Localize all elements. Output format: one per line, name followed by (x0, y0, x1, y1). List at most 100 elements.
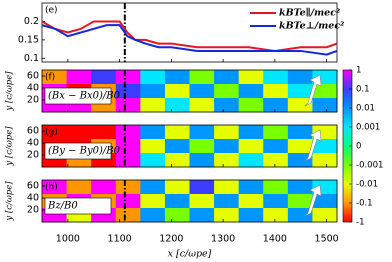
colorbar-tick-label: -0.001 (356, 161, 383, 171)
heat-cell (287, 125, 313, 140)
y-axis-label: y [c/ωpe] (5, 126, 15, 167)
heat-cell (66, 70, 92, 85)
panel-frame (41, 179, 338, 223)
y-tick-label: 0.1 (24, 53, 39, 64)
heat-cell (189, 70, 215, 85)
x-tick-label: 1100 (108, 234, 132, 245)
heat-cell (238, 70, 264, 85)
heat-cell (189, 84, 215, 99)
panel-frame (41, 2, 338, 63)
heat-cell (287, 70, 313, 85)
heat-cell (140, 153, 166, 168)
y-tick-label: 40 (27, 138, 39, 149)
heat-cell (164, 208, 190, 223)
x-tick-label: 1200 (159, 234, 183, 245)
heat-cell (42, 125, 68, 140)
heat-cell (189, 153, 215, 168)
x-tick-label: 1000 (56, 234, 80, 245)
heat-cell (287, 98, 313, 113)
colorbar-tick-label: 1 (356, 66, 361, 76)
y-tick-label: 60 (27, 71, 39, 82)
heat-cell (115, 98, 141, 113)
heat-cell (115, 208, 141, 223)
heat-cell (189, 98, 215, 113)
line-series (41, 24, 338, 56)
heat-cell (287, 180, 313, 195)
y-tick-label: 20 (27, 205, 39, 216)
x-tick-label: 1300 (211, 234, 235, 245)
heat-cell (287, 194, 313, 209)
heat-cell (238, 125, 264, 140)
heat-cell (214, 153, 240, 168)
colorbar-tick-label: -0.01 (356, 180, 378, 190)
heat-cell (238, 139, 264, 154)
heat-cell (263, 139, 289, 154)
heat-cell (238, 208, 264, 223)
heat-cell (189, 125, 215, 140)
direction-arrow (304, 74, 322, 107)
heat-cell (140, 139, 166, 154)
panel-label: (By − By0)/B0 (48, 146, 121, 157)
heat-cell (91, 180, 117, 195)
heat-cell (214, 98, 240, 113)
x-axis-label: x [c/ωpe] (168, 249, 212, 260)
heat-cell (115, 194, 141, 209)
heat-cell (214, 139, 240, 154)
colorbar-tick-label: 0.01 (356, 104, 375, 114)
label-box (44, 142, 112, 160)
colorbar-tick-label: -0.1 (356, 199, 373, 209)
colorbar-tick-label: 0.1 (356, 85, 370, 95)
heat-cell (312, 208, 338, 223)
y-tick-label: 20 (27, 95, 39, 106)
heat-cell (164, 98, 190, 113)
heat-cell (189, 194, 215, 209)
heat-cell (164, 139, 190, 154)
heat-cell (164, 125, 190, 140)
heat-cell (214, 70, 240, 85)
heat-cell (263, 98, 289, 113)
colorbar-tick-label: 0 (356, 142, 361, 152)
heat-cell (312, 98, 338, 113)
heat-cell (164, 153, 190, 168)
panel-label: (Bx − Bx0)/B0 (48, 91, 121, 102)
heat-cell (91, 125, 117, 140)
heat-cell (263, 153, 289, 168)
heat-cell (189, 180, 215, 195)
heat-cell (115, 180, 141, 195)
y-tick-label: 60 (27, 181, 39, 192)
heat-cell (263, 84, 289, 99)
heat-cell (312, 139, 338, 154)
heat-cell (287, 208, 313, 223)
heat-cell (263, 194, 289, 209)
heat-cell (312, 84, 338, 99)
heat-cell (238, 153, 264, 168)
heat-cell (42, 70, 68, 85)
heat-cell (287, 153, 313, 168)
colorbar-tick-label: -1 (356, 218, 364, 228)
legend-label: kBTe∥/mec² (279, 8, 340, 19)
heat-cell (238, 84, 264, 99)
panel-frame (41, 124, 338, 168)
heat-cell (287, 84, 313, 99)
heat-cell (140, 84, 166, 99)
label-box (44, 87, 112, 105)
y-tick-label: 40 (27, 193, 39, 204)
heat-cell (312, 194, 338, 209)
heat-cell (263, 125, 289, 140)
panel-letter: (e) (45, 6, 58, 16)
heat-cell (214, 125, 240, 140)
heat-cell (66, 125, 92, 140)
heat-cell (312, 153, 338, 168)
panel-frame (41, 69, 338, 113)
heat-cell (189, 208, 215, 223)
label-box (44, 197, 112, 215)
heat-cell (214, 208, 240, 223)
heat-cell (115, 125, 141, 140)
colorbar-tick-label: 0.001 (356, 123, 380, 133)
heat-cell (214, 84, 240, 99)
legend-label: kBTe⊥/mec² (279, 21, 344, 32)
heat-cell (287, 139, 313, 154)
heat-cell (91, 70, 117, 85)
y-tick-label: 0.2 (24, 16, 39, 27)
